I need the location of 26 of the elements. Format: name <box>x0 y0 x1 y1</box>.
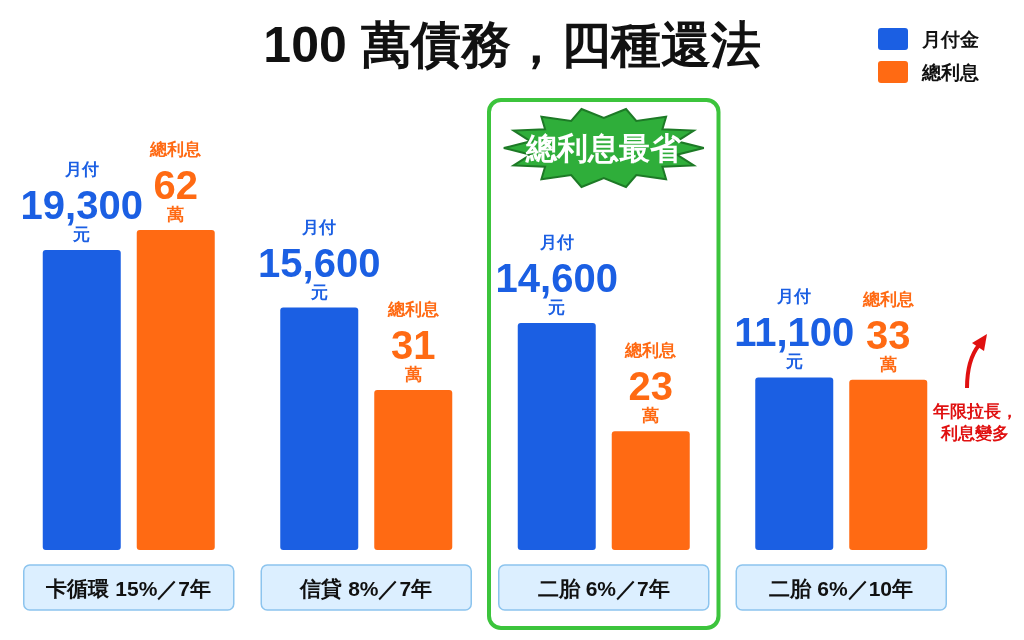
x-tick-label: 二胎 6%／10年 <box>769 577 914 601</box>
bar <box>755 377 834 550</box>
x-tick-label: 二胎 6%／7年 <box>537 577 670 601</box>
bar <box>42 250 121 550</box>
bar <box>136 230 215 550</box>
data-label: 月付 11,100 元 <box>734 287 855 372</box>
bar <box>611 431 690 550</box>
bar <box>849 379 928 550</box>
data-label: 月付 15,600 元 <box>258 217 381 302</box>
data-label: 總利息 62 萬 <box>149 140 202 224</box>
data-label: 月付 19,300 元 <box>20 160 143 244</box>
x-tick-label: 信貸 8%／7年 <box>299 577 433 601</box>
chart-title: 100 萬債務，四種還法 <box>263 17 761 73</box>
legend-label: 總利息 <box>921 62 979 83</box>
data-label: 總利息 33 萬 <box>861 289 914 374</box>
bar <box>280 307 359 550</box>
data-label: 總利息 23 萬 <box>624 341 677 426</box>
annotation: 利息變多 <box>940 424 1009 443</box>
data-label: 總利息 31 萬 <box>386 300 439 384</box>
x-tick-label: 卡循環 15%／7年 <box>45 577 212 601</box>
text: 總利息最省 <box>525 131 683 166</box>
legend-label: 月付金 <box>921 29 979 50</box>
bar <box>517 323 596 550</box>
annotation: 年限拉長， <box>931 402 1018 421</box>
data-label: 月付 14,600 元 <box>495 233 618 318</box>
bar <box>374 390 453 550</box>
